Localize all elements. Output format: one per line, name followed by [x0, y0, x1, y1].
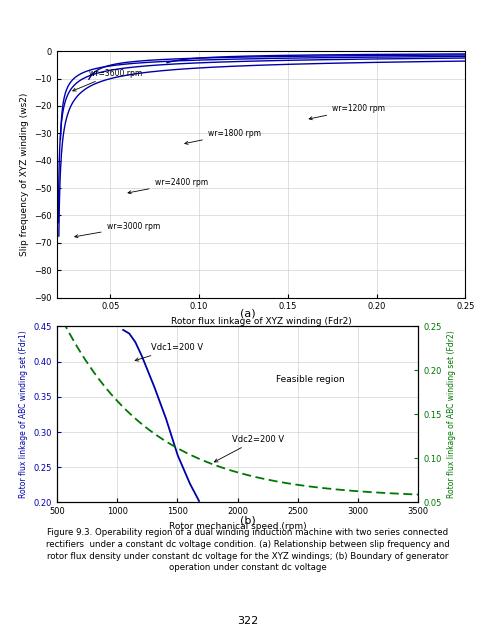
Text: Vdc1=200 V: Vdc1=200 V [135, 343, 203, 361]
Text: Vdc2=200 V: Vdc2=200 V [214, 435, 284, 462]
X-axis label: Rotor mechanical speed (rpm): Rotor mechanical speed (rpm) [169, 522, 306, 531]
Text: (a): (a) [240, 308, 255, 319]
Text: Figure 9.3. Operability region of a dual winding induction machine with two seri: Figure 9.3. Operability region of a dual… [46, 528, 449, 572]
Y-axis label: Slip frequency of XYZ winding (ws2): Slip frequency of XYZ winding (ws2) [20, 93, 29, 256]
Y-axis label: Rotor flux linkage of ABC winding set (Fdr2): Rotor flux linkage of ABC winding set (F… [447, 330, 456, 499]
Text: wr=3000 rpm: wr=3000 rpm [75, 222, 160, 237]
Text: (b): (b) [240, 515, 255, 525]
Text: wr=2400 rpm: wr=2400 rpm [128, 178, 208, 194]
X-axis label: Rotor flux linkage of XYZ winding (Fdr2): Rotor flux linkage of XYZ winding (Fdr2) [171, 317, 351, 326]
Text: wr=1200 rpm: wr=1200 rpm [309, 104, 385, 120]
Y-axis label: Rotor flux linkage of ABC winding set (Fdr1): Rotor flux linkage of ABC winding set (F… [19, 330, 28, 499]
Text: wr=3600 rpm: wr=3600 rpm [73, 68, 142, 91]
Text: Feasible region: Feasible region [276, 374, 344, 384]
Text: 322: 322 [237, 616, 258, 626]
Text: wr=1800 rpm: wr=1800 rpm [185, 129, 261, 145]
